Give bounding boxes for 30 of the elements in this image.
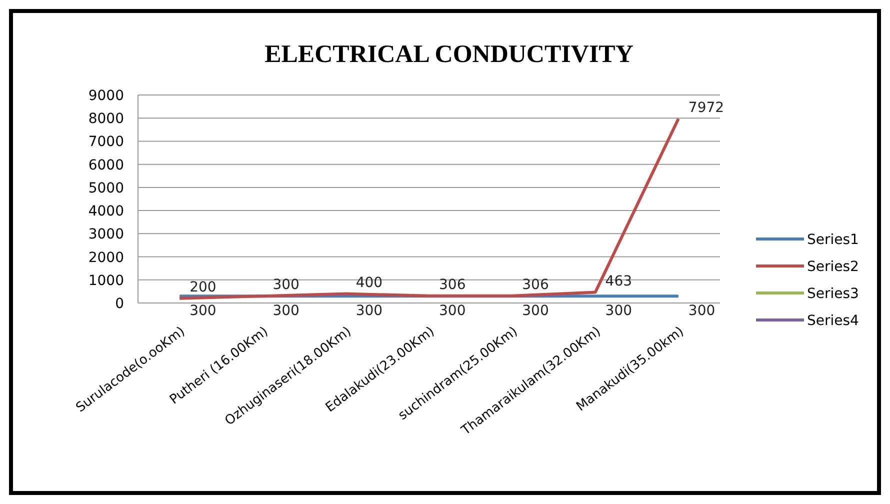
y-tick-label: 4000 xyxy=(88,204,124,220)
data-label: 306 xyxy=(522,276,549,293)
data-label: 300 xyxy=(272,303,300,320)
data-label: 300 xyxy=(272,277,300,294)
y-tick-label: 1000 xyxy=(88,272,124,289)
legend-label: Series2 xyxy=(807,259,859,275)
data-label: 300 xyxy=(688,303,716,320)
data-label: 300 xyxy=(190,303,216,320)
y-tick-label: 0 xyxy=(115,296,124,312)
data-label: 300 xyxy=(522,303,549,320)
data-label: 300 xyxy=(439,303,466,320)
y-tick-label: 5000 xyxy=(88,180,124,196)
legend-label: Series3 xyxy=(807,286,859,302)
y-tick-label: 6000 xyxy=(88,157,124,174)
legend-label: Series1 xyxy=(807,232,859,248)
legend-label: Series4 xyxy=(807,313,860,329)
y-tick-label: 8000 xyxy=(88,111,124,128)
line-series xyxy=(178,117,680,300)
y-tick-label: 9000 xyxy=(88,88,124,104)
data-label: 463 xyxy=(605,273,632,290)
y-tick-label: 7000 xyxy=(88,134,124,150)
data-label: 7972 xyxy=(688,100,724,116)
data-label: 306 xyxy=(439,276,466,293)
y-tick-label: 2000 xyxy=(88,250,124,266)
data-label: 300 xyxy=(356,303,383,320)
data-label: 200 xyxy=(190,279,216,296)
chart-title: ELECTRICAL CONDUCTIVITY xyxy=(264,41,634,68)
y-tick-label: 3000 xyxy=(88,226,124,243)
data-label: 300 xyxy=(605,303,632,320)
data-label: 400 xyxy=(356,274,383,291)
